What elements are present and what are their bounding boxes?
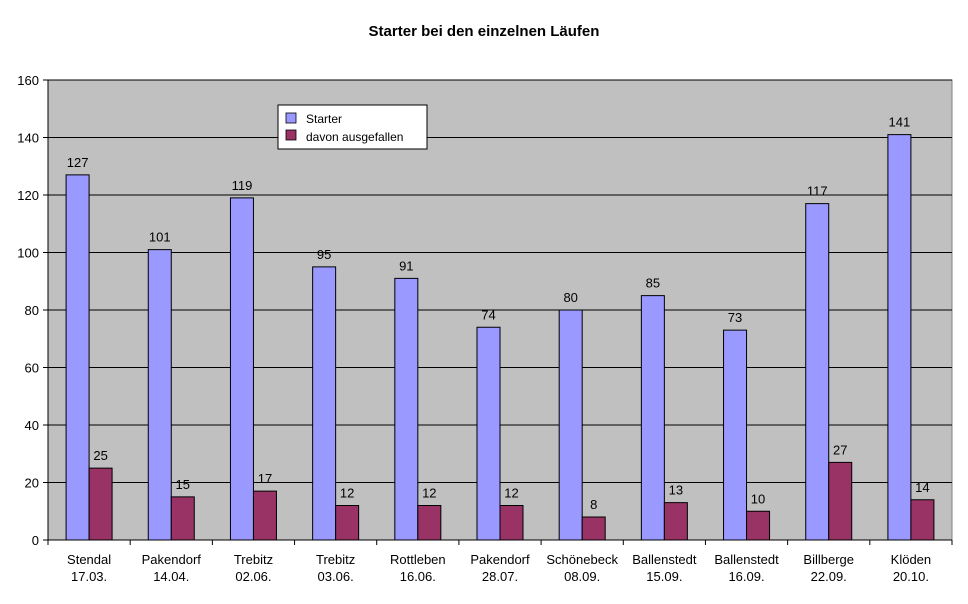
y-tick-label: 140 <box>17 131 39 146</box>
data-label-ausgefallen: 12 <box>422 486 436 501</box>
data-label-ausgefallen: 17 <box>258 471 272 486</box>
data-label-ausgefallen: 15 <box>176 477 190 492</box>
data-label-ausgefallen: 8 <box>590 497 597 512</box>
x-category-date: 03.06. <box>318 569 354 584</box>
bars: 127 25 101 15 119 17 95 12 91 12 74 12 80 8 85 13 73 10 11… <box>65 115 935 541</box>
data-label-ausgefallen: 14 <box>915 480 929 495</box>
legend-swatch-starter <box>285 112 297 124</box>
bar-starter <box>887 134 912 541</box>
bar-ausgefallen <box>252 490 277 541</box>
x-category-date: 08.09. <box>564 569 600 584</box>
data-label-ausgefallen: 13 <box>669 483 683 498</box>
data-label-ausgefallen: 12 <box>340 486 354 501</box>
bar-ausgefallen <box>499 505 524 541</box>
y-tick-label: 120 <box>17 188 39 203</box>
x-category-label: Stendal <box>67 552 111 567</box>
x-category-date: 28.07. <box>482 569 518 584</box>
x-category-label: Rottleben <box>390 552 446 567</box>
axes: 0 20 40 60 80 100 120 140 160 Stendal 17.03. Pakend… <box>17 73 953 584</box>
bar-ausgefallen <box>417 505 442 541</box>
data-label-starter: 119 <box>232 178 253 193</box>
x-category-label: Klöden <box>891 552 931 567</box>
x-category-date: 02.06. <box>235 569 271 584</box>
data-label-ausgefallen: 10 <box>751 491 765 506</box>
x-category-label: Billberge <box>803 552 854 567</box>
bar-starter <box>147 249 172 541</box>
bar-ausgefallen <box>88 467 113 541</box>
bar-ausgefallen <box>663 502 688 541</box>
bar-starter <box>558 309 583 541</box>
data-label-starter: 117 <box>807 184 828 199</box>
bar-starter <box>394 277 419 541</box>
bar-starter <box>476 326 501 541</box>
y-tick-label: 80 <box>25 303 39 318</box>
legend: Starter davon ausgefallen <box>277 104 428 150</box>
x-category-date: 17.03. <box>71 569 107 584</box>
y-tick-label: 60 <box>25 361 39 376</box>
y-tick-label: 20 <box>25 476 39 491</box>
x-category-date: 16.09. <box>728 569 764 584</box>
bar-ausgefallen <box>170 496 195 541</box>
bar-ausgefallen <box>581 516 606 541</box>
data-label-starter: 85 <box>646 276 660 291</box>
y-tick-label: 40 <box>25 418 39 433</box>
chart-title: Starter bei den einzelnen Läufen <box>369 23 600 40</box>
data-label-starter: 73 <box>728 310 742 325</box>
x-category-label: Schönebeck <box>546 552 618 567</box>
x-category-date: 14.04. <box>153 569 189 584</box>
x-category-label: Pakendorf <box>470 552 530 567</box>
data-label-ausgefallen: 25 <box>93 448 107 463</box>
x-category-date: 15.09. <box>646 569 682 584</box>
bar-starter <box>805 203 830 541</box>
x-category-date: 22.09. <box>811 569 847 584</box>
x-category-label: Ballenstedt <box>632 552 697 567</box>
legend-label-ausgefallen: davon ausgefallen <box>306 130 403 144</box>
data-label-starter: 74 <box>481 307 495 322</box>
data-label-starter: 141 <box>889 115 911 130</box>
gridlines <box>48 79 952 483</box>
x-category-label: Trebitz <box>316 552 355 567</box>
bar-starter <box>65 174 90 541</box>
data-label-starter: 80 <box>563 290 577 305</box>
legend-box <box>277 104 428 150</box>
y-tick-label: 100 <box>17 246 39 261</box>
bar-starter <box>312 266 337 541</box>
x-category-label: Pakendorf <box>142 552 202 567</box>
data-label-starter: 101 <box>149 230 171 245</box>
bar-starter <box>229 197 254 541</box>
bar-ausgefallen <box>828 461 853 541</box>
x-category-label: Ballenstedt <box>714 552 779 567</box>
data-label-starter: 95 <box>317 247 331 262</box>
bar-starter <box>723 329 748 541</box>
bar-starter <box>640 295 665 541</box>
bar-ausgefallen <box>746 510 771 541</box>
bar-ausgefallen <box>910 499 935 541</box>
y-tick-label: 160 <box>17 73 39 88</box>
legend-swatch-ausgefallen <box>285 129 297 141</box>
x-category-date: 20.10. <box>893 569 929 584</box>
legend-label-starter: Starter <box>306 112 342 126</box>
data-label-ausgefallen: 27 <box>833 442 847 457</box>
data-label-ausgefallen: 12 <box>504 486 518 501</box>
x-category-label: Trebitz <box>234 552 273 567</box>
data-label-starter: 91 <box>399 258 413 273</box>
bar-ausgefallen <box>335 505 360 541</box>
x-category-date: 16.06. <box>400 569 436 584</box>
data-label-starter: 127 <box>67 155 89 170</box>
y-tick-label: 0 <box>32 533 39 548</box>
